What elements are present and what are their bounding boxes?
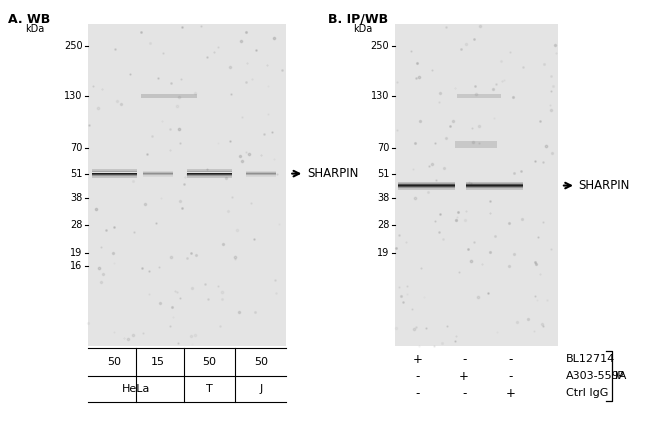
Text: +: + (505, 387, 515, 400)
Text: 250: 250 (64, 41, 83, 51)
Bar (456, 94, 500, 98)
Text: -: - (416, 370, 420, 383)
Text: 38: 38 (377, 193, 389, 203)
Text: SHARPIN: SHARPIN (578, 179, 630, 192)
Text: SHARPIN: SHARPIN (307, 167, 358, 180)
Text: 130: 130 (371, 91, 389, 101)
Text: 19: 19 (377, 248, 389, 258)
Text: -: - (462, 387, 466, 400)
Text: 50: 50 (107, 357, 122, 367)
Text: A. WB: A. WB (8, 13, 50, 26)
Text: HeLa: HeLa (122, 384, 151, 394)
Text: Ctrl IgG: Ctrl IgG (566, 388, 608, 399)
Text: 130: 130 (64, 91, 83, 101)
Text: 51: 51 (70, 169, 83, 178)
Bar (141, 94, 197, 98)
Text: B. IP/WB: B. IP/WB (328, 13, 389, 26)
Text: 50: 50 (203, 357, 216, 367)
Text: 15: 15 (151, 357, 165, 367)
Text: 50: 50 (254, 357, 268, 367)
Bar (88, 24, 286, 346)
Text: +: + (413, 353, 423, 366)
Text: 28: 28 (377, 220, 389, 230)
Text: -: - (508, 370, 512, 383)
Bar (395, 24, 558, 346)
Text: 70: 70 (70, 143, 83, 153)
Text: -: - (416, 387, 420, 400)
Text: 38: 38 (70, 193, 83, 203)
Text: 16: 16 (70, 261, 83, 270)
Text: -: - (462, 353, 466, 366)
Text: 70: 70 (377, 143, 389, 153)
Text: +: + (459, 370, 469, 383)
Text: T: T (206, 384, 213, 394)
Text: IP: IP (615, 371, 625, 381)
Text: J: J (259, 384, 263, 394)
Text: A303-559A: A303-559A (566, 371, 627, 381)
Text: -: - (508, 353, 512, 366)
Text: kDa: kDa (25, 24, 44, 34)
Text: 28: 28 (70, 220, 83, 230)
Text: 19: 19 (70, 248, 83, 258)
Bar (455, 141, 497, 148)
Text: 250: 250 (370, 41, 389, 51)
Text: BL12714: BL12714 (566, 354, 615, 364)
Text: kDa: kDa (353, 24, 372, 34)
Text: 51: 51 (377, 169, 389, 178)
